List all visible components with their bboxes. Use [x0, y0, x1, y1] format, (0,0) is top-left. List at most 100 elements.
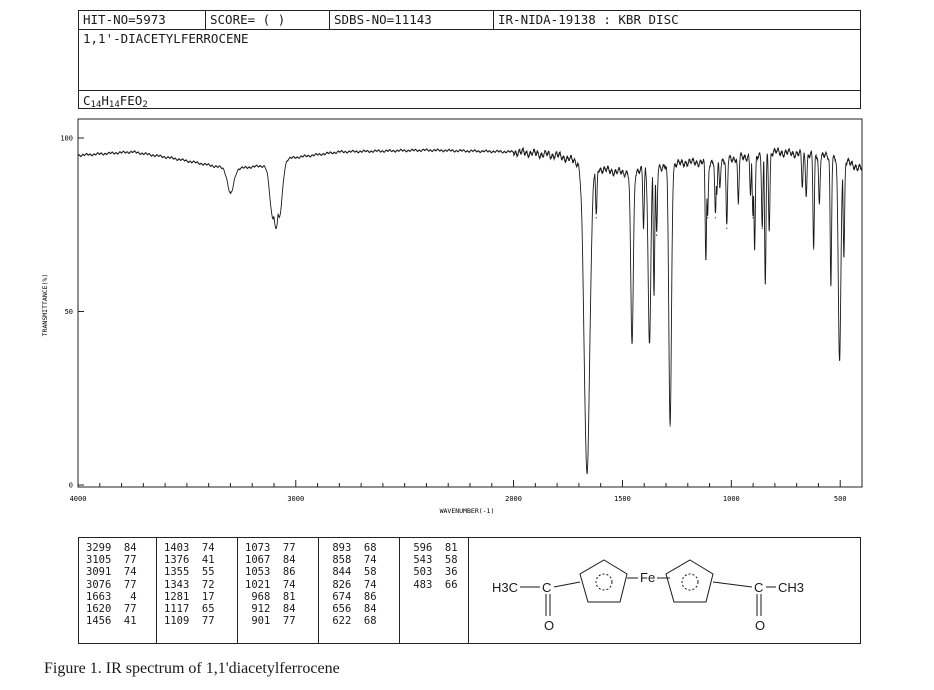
peak-point — [754, 248, 756, 250]
y-tick-label: 100 — [60, 135, 73, 143]
peak-entry: 656 84 — [326, 603, 377, 616]
left-carbonyl-carbon: C — [542, 580, 551, 595]
peak-point — [230, 192, 232, 195]
left-ring-aromatic-circle — [595, 573, 613, 591]
peak-entry: 1281 17 — [164, 590, 215, 603]
structure-panel: H3C C O Fe C CH3 O — [470, 538, 860, 643]
peak-entry: 596 81 — [407, 542, 458, 554]
peak-point — [705, 258, 707, 261]
left-cyclopentadienyl-ring — [579, 559, 628, 603]
peak-entry: 1403 74 — [164, 542, 215, 554]
x-tick-label: 4000 — [70, 495, 87, 503]
peak-entry: 1355 55 — [164, 566, 215, 579]
spectrum-line — [77, 146, 863, 475]
peak-point — [648, 342, 651, 344]
peak-point — [595, 217, 597, 219]
right-cyclopentadienyl-ring — [665, 559, 714, 603]
peak-point — [586, 470, 588, 472]
peak-entry: 483 66 — [407, 578, 458, 591]
y-axis-label: TRANSMITTANCE(%) — [41, 274, 49, 337]
peak-entry: 858 74 — [326, 554, 377, 567]
figure-caption: Figure 1. IR spectrum of 1,1'diacetylfer… — [44, 660, 340, 677]
peak-point — [669, 425, 671, 427]
peak-entry: 912 84 — [245, 603, 296, 616]
peak-entry: 1376 41 — [164, 554, 215, 567]
peak-point — [726, 227, 728, 229]
peak-entry: 1067 84 — [245, 554, 296, 567]
peak-column: 1073 77 1067 84 1053 86 1021 74 968 81 912 … — [238, 538, 319, 643]
peak-table: 3299 84 3105 77 3091 74 3076 77 1663 4 1620 7… — [78, 537, 861, 644]
right-carbonyl-carbon: C — [754, 580, 763, 595]
spectrum-header: HIT-NO=5973 SCORE= ( ) SDBS-NO=11143 IR-… — [78, 10, 861, 110]
peak-entry: 3299 84 — [86, 542, 137, 554]
peak-entry: 543 58 — [407, 554, 458, 567]
peak-entry: 1117 65 — [164, 603, 215, 616]
peak-entry: 3091 74 — [86, 566, 137, 579]
peak-entry: 844 58 — [326, 566, 377, 579]
peak-entry: 503 36 — [407, 566, 458, 579]
y-tick-label: 50 — [65, 308, 73, 316]
ir-nida-number: IR-NIDA-19138 : KBR DISC — [493, 11, 861, 29]
peak-entry: 3105 77 — [86, 554, 137, 567]
peak-point — [272, 217, 274, 219]
peak-entry: 826 74 — [326, 578, 377, 591]
peak-point — [275, 227, 277, 229]
peak-point — [737, 203, 739, 205]
peak-point — [631, 342, 633, 344]
peak-point — [761, 227, 763, 229]
x-tick-label: 1000 — [723, 495, 740, 503]
peak-entry: 1343 72 — [164, 578, 215, 591]
peak-entry: 1073 77 — [245, 542, 296, 554]
structure-drawing: H3C C O Fe C CH3 O — [492, 559, 804, 633]
peak-point — [642, 227, 645, 229]
peak-markers — [230, 185, 845, 472]
right-oxygen: O — [755, 618, 765, 633]
y-tick-label: 0 — [69, 482, 73, 490]
peak-column: 596 81 543 58 503 36 483 66 — [400, 538, 469, 643]
x-axis-label: WAVENUMBER(-1) — [440, 507, 495, 515]
peak-column: 3299 84 3105 77 3091 74 3076 77 1663 4 1620 7… — [79, 538, 157, 643]
peak-point — [656, 234, 658, 236]
header-id-row: HIT-NO=5973 SCORE= ( ) SDBS-NO=11143 IR-… — [79, 11, 860, 30]
peak-point — [843, 255, 845, 257]
peak-point — [752, 217, 754, 219]
peak-entry: 1456 41 — [86, 615, 137, 628]
peak-column: 893 68 858 74 844 58 826 74 674 86 656 8… — [319, 538, 400, 643]
peak-point — [805, 192, 807, 195]
peak-entry: 968 81 — [245, 590, 296, 603]
plot-frame — [77, 118, 863, 488]
peak-entry: 1620 77 — [86, 603, 137, 616]
peak-point — [801, 185, 803, 188]
peak-entry: 674 86 — [326, 590, 377, 603]
right-methyl-label: CH3 — [778, 580, 804, 595]
peak-point — [838, 359, 841, 361]
peak-point — [830, 283, 832, 285]
peak-entry: 1021 74 — [245, 578, 296, 591]
score-field: SCORE= ( ) — [205, 11, 329, 29]
sdbs-number: SDBS-NO=11143 — [329, 11, 489, 29]
peak-point — [749, 192, 752, 195]
peak-entry: 3076 77 — [86, 578, 137, 591]
peak-point — [813, 248, 815, 250]
ring-bond-right — [712, 581, 753, 588]
molecular-formula: C14H14FEO2 — [79, 90, 860, 110]
compound-name: 1,1'-DIACETYLFERROCENE — [83, 31, 249, 46]
peak-point — [278, 217, 280, 219]
ring-bond-left — [553, 581, 581, 588]
left-oxygen: O — [544, 618, 554, 633]
ir-spectrum-chart: 0 50 100 4000 3000 2000 1500 1000 500 TRANSMITT… — [41, 118, 863, 515]
peak-point — [764, 283, 766, 285]
peak-column: 1403 74 1376 41 1355 55 1343 72 1281 17 1117 … — [157, 538, 238, 643]
peak-point — [716, 192, 718, 195]
peak-entry: 901 77 — [245, 615, 296, 628]
peak-point — [768, 227, 770, 229]
x-axis: 4000 3000 2000 1500 1000 500 — [70, 480, 863, 503]
peak-point — [714, 217, 717, 219]
peak-point — [719, 185, 721, 188]
x-tick-label: 500 — [834, 495, 847, 503]
hit-number: HIT-NO=5973 — [83, 12, 166, 27]
peak-point — [818, 203, 820, 205]
peak-entry: 1053 86 — [245, 566, 296, 579]
peak-entry: 893 68 — [326, 542, 377, 554]
x-tick-label: 1500 — [614, 495, 631, 503]
